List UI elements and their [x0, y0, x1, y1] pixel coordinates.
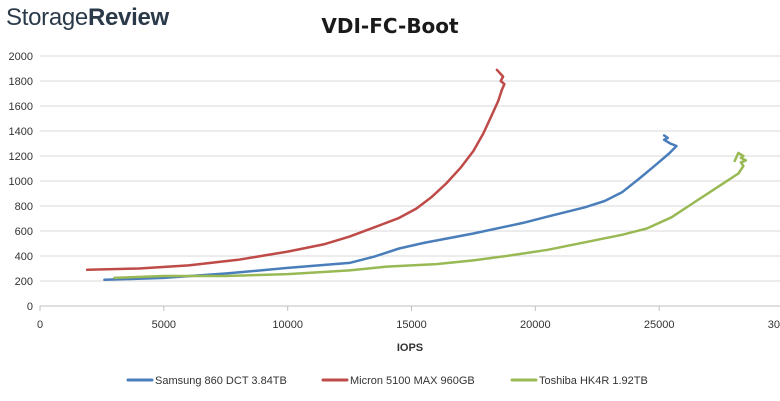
y-tick-label: 1800 — [9, 76, 33, 88]
x-tick-label: 0 — [37, 319, 43, 331]
y-tick-label: 600 — [15, 226, 33, 238]
series-line-2 — [85, 68, 506, 272]
y-tick-label: 1600 — [9, 101, 33, 113]
chart-title: VDI-FC-Boot — [321, 14, 459, 38]
x-axis-title: IOPS — [397, 342, 423, 354]
x-tick-label: 30000 — [768, 319, 780, 331]
legend-label: Toshiba HK4R 1.92TB — [539, 375, 648, 387]
y-tick-label: 2000 — [9, 51, 33, 63]
logo-text-review: Review — [87, 4, 169, 31]
x-tick-label: 5000 — [152, 319, 176, 331]
axes — [39, 305, 780, 311]
y-tick-label: 400 — [15, 251, 33, 263]
x-tick-label: 25000 — [644, 319, 675, 331]
series-line-3 — [113, 151, 748, 280]
y-tick-label: 200 — [15, 276, 33, 288]
series-lines — [85, 68, 748, 282]
x-tick-label: 10000 — [272, 319, 303, 331]
legend: Samsung 860 DCT 3.84TB Micron 5100 MAX 96… — [126, 375, 648, 387]
y-tick-label: 1400 — [9, 126, 33, 138]
series-line-1 — [103, 134, 678, 282]
y-tick-label: 800 — [15, 201, 33, 213]
logo-text-storage: Storage — [6, 4, 88, 31]
y-tick-label: 1200 — [9, 151, 33, 163]
y-tick-label: 1000 — [9, 176, 33, 188]
x-tick-label: 15000 — [396, 319, 427, 331]
legend-label: Micron 5100 MAX 960GB — [350, 375, 475, 387]
gridlines — [40, 55, 780, 282]
y-tick-label: 0 — [27, 301, 33, 313]
storagereview-logo: StorageReview — [6, 4, 169, 32]
legend-label: Samsung 860 DCT 3.84TB — [155, 375, 287, 387]
x-tick-label: 20000 — [520, 319, 551, 331]
